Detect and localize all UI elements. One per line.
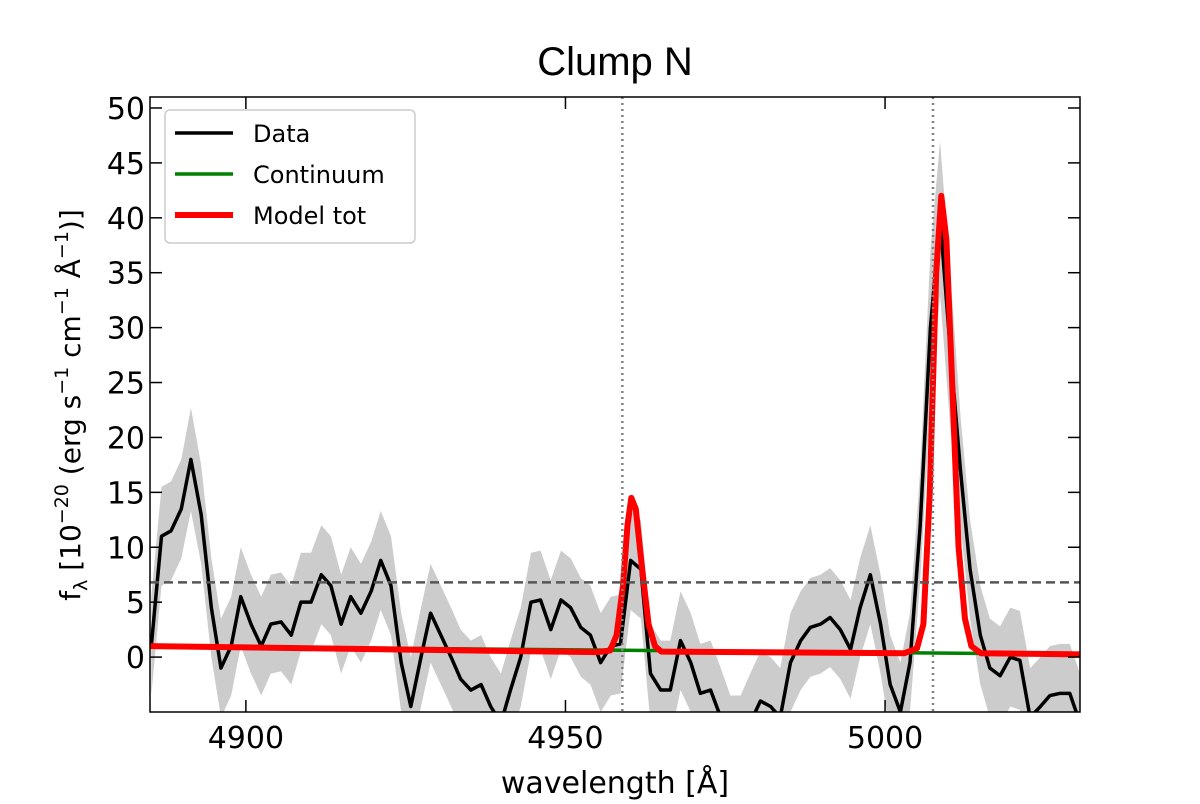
y-tick-label: 5	[126, 586, 145, 621]
y-axis-label: fλ [10−20 (erg s−1 cm−1 Å−1)]	[51, 209, 92, 601]
y-axis-label-part: [10	[54, 524, 87, 579]
y-axis-label-part: (erg s	[54, 395, 87, 484]
y-tick-label: 40	[107, 202, 145, 237]
y-tick-label: 25	[107, 367, 145, 402]
y-axis-label-part: −1	[51, 287, 73, 315]
y-axis-label-part: f	[54, 590, 87, 601]
x-tick-label: 5000	[847, 721, 923, 756]
y-tick-label: 20	[107, 421, 145, 456]
x-tick-label: 4900	[208, 721, 284, 756]
y-axis-label-part: λ	[70, 580, 92, 591]
y-axis-label-part: cm	[54, 315, 87, 367]
y-tick-label: 30	[107, 312, 145, 347]
series-line	[150, 192, 1080, 658]
legend-box	[164, 109, 416, 244]
legend-label: Data	[253, 120, 310, 148]
chart-title: Clump N	[537, 40, 693, 84]
y-axis-label-part: −1	[51, 367, 73, 395]
x-axis-label: wavelength [Å]	[501, 765, 729, 800]
y-tick-label: 0	[126, 641, 145, 676]
y-tick-label: 15	[107, 476, 145, 511]
y-tick-label: 10	[107, 531, 145, 566]
plot-area	[150, 97, 1080, 712]
y-axis-label-part: )]	[54, 209, 87, 231]
y-tick-label: 50	[107, 92, 145, 127]
axes: 4900 4950 5000 0 5 10 15 20 25 30 35 40 45 50 fλ [10−2…	[51, 92, 1081, 756]
legend-label: Continuum	[253, 161, 385, 189]
y-tick-label: 45	[107, 147, 145, 182]
plot-frame	[149, 96, 1081, 713]
legend-label: Model tot	[253, 202, 366, 230]
y-tick-label: 35	[107, 257, 145, 292]
y-axis-label-part: −20	[51, 484, 73, 524]
y-axis-label-part: Å	[53, 259, 87, 287]
x-tick-label: 4950	[527, 721, 603, 756]
y-axis-label-part: −1	[51, 231, 73, 259]
